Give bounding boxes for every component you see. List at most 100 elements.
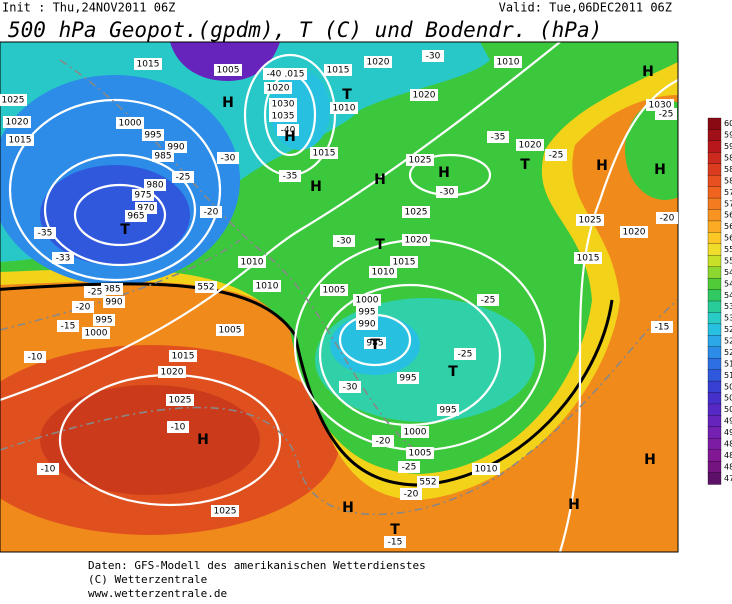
- colorbar-swatch: [707, 197, 722, 211]
- label-box: [211, 505, 239, 517]
- label-box: [364, 56, 392, 68]
- colorbar-label: 528: [724, 325, 732, 334]
- colorbar-swatch: [707, 277, 722, 291]
- pressure-center: T: [342, 87, 352, 103]
- label-box: [167, 421, 189, 433]
- label-box: [37, 463, 59, 475]
- colorbar-label: 552: [724, 256, 732, 265]
- label-box: [320, 284, 348, 296]
- contour-label: 552: [419, 478, 436, 488]
- label-box: [214, 64, 242, 76]
- label-box: [6, 134, 34, 146]
- colorbar-label: 576: [724, 188, 732, 197]
- contour-label: -30: [426, 52, 441, 62]
- contour-label: 985: [154, 152, 171, 162]
- contour-label: -20: [204, 208, 219, 218]
- colorbar-swatch: [707, 472, 722, 485]
- contour-label: 1010: [497, 58, 520, 68]
- colorbar-swatch: [707, 426, 722, 439]
- contour-label: -25: [458, 350, 473, 360]
- contour-label: 1020: [519, 141, 542, 151]
- pressure-center: T: [120, 222, 130, 238]
- init-time: Init : Thu,24NOV2011 06Z: [2, 1, 175, 15]
- colorbar-swatch: [707, 175, 722, 188]
- contour-label: 1000: [404, 428, 427, 438]
- colorbar-swatch: [707, 369, 722, 382]
- label-box: [169, 350, 197, 362]
- contour-label: -30: [337, 237, 352, 247]
- label-box: [84, 286, 106, 298]
- contour-label: 1025: [214, 507, 237, 517]
- contour-label: 1025: [169, 396, 192, 406]
- label-box: [24, 351, 46, 363]
- colorbar: 600 596 592 588 584 580 576 572 568 564 560 556 552 5…: [707, 117, 732, 485]
- colorbar-swatch: [707, 380, 722, 394]
- contour-label: -15: [655, 323, 670, 333]
- label-box: [574, 252, 602, 264]
- label-box: [195, 281, 217, 293]
- label-box: [406, 447, 434, 459]
- label-box: [356, 306, 378, 318]
- colorbar-swatch: [707, 140, 722, 153]
- colorbar-swatch: [707, 220, 722, 234]
- contour-label: 1025: [2, 96, 25, 106]
- colorbar-swatch: [707, 358, 722, 371]
- label-box: [437, 404, 459, 416]
- contour-label: -40: [281, 126, 296, 136]
- label-box: [397, 372, 419, 384]
- contour-label: 1000: [356, 296, 379, 306]
- label-box: [217, 152, 239, 164]
- label-box: [384, 536, 406, 548]
- pressure-center: H: [374, 172, 386, 188]
- colorbar-label: 548: [724, 268, 732, 277]
- colorbar-label: 560: [724, 234, 732, 243]
- colorbar-swatch: [707, 449, 722, 462]
- contour-label: 1020: [6, 118, 29, 128]
- colorbar-swatch: [707, 163, 722, 176]
- contour-label: 1030: [272, 100, 295, 110]
- label-box: [369, 266, 397, 278]
- label-box: [333, 235, 355, 247]
- label-box: [125, 210, 147, 222]
- colorbar-swatch: [707, 243, 722, 256]
- contour-label: -20: [404, 490, 419, 500]
- footer-line: Daten: GFS-Modell des amerikanischen Wet…: [88, 559, 426, 572]
- label-box: [655, 108, 677, 120]
- label-box: [406, 154, 434, 166]
- label-box: [402, 234, 430, 246]
- label-box: [310, 147, 338, 159]
- contour-label: 970: [137, 204, 154, 214]
- contour-label: 1025: [409, 156, 432, 166]
- colorbar-label: 500: [724, 405, 732, 414]
- colorbar-label: 524: [724, 337, 732, 346]
- contour-label: 1015: [393, 258, 416, 268]
- contour-label: -25: [659, 110, 674, 120]
- label-box: [353, 294, 381, 306]
- label-box: [436, 186, 458, 198]
- colorbar-label: 596: [724, 131, 732, 140]
- pressure-center: T: [375, 237, 385, 253]
- pressure-center: H: [642, 64, 654, 80]
- colorbar-label: 508: [724, 382, 732, 391]
- pressure-center: T: [390, 522, 400, 538]
- contour-label: 1015: [282, 70, 305, 80]
- colorbar-label: 520: [724, 348, 732, 357]
- colorbar-label: 540: [724, 291, 732, 300]
- contour-label: -10: [41, 465, 56, 475]
- label-box: [372, 435, 394, 447]
- contour-label: -20: [76, 303, 91, 313]
- contour-label: 1020: [405, 236, 428, 246]
- colorbar-swatch: [707, 300, 722, 314]
- pressure-center: T: [370, 337, 380, 353]
- contour-label: 1020: [161, 368, 184, 378]
- colorbar-label: 512: [724, 371, 732, 380]
- contour-label: -30: [440, 188, 455, 198]
- contour-label: 1015: [313, 149, 336, 159]
- contour-label: 995: [439, 406, 456, 416]
- label-box: [166, 394, 194, 406]
- label-box: [651, 321, 673, 333]
- colorbar-label: 556: [724, 245, 732, 254]
- colorbar-label: 584: [724, 165, 732, 174]
- contour-label: 1015: [327, 66, 350, 76]
